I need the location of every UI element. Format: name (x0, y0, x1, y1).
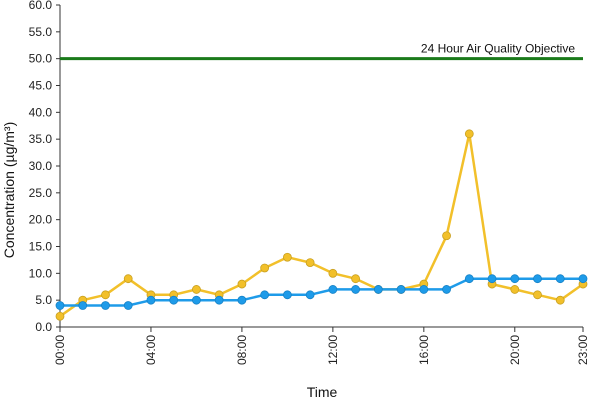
y-tick-label: 10.0 (29, 266, 53, 280)
y-tick-label: 5.0 (35, 293, 52, 307)
series-2-point (78, 301, 88, 310)
y-tick-label: 15.0 (29, 240, 53, 254)
series-1-point (464, 129, 474, 139)
series-2-point (260, 290, 270, 300)
y-tick-label: 55.0 (29, 25, 53, 39)
series-2-point (578, 274, 588, 284)
series-2-point (55, 301, 65, 310)
x-tick-label: 12:00 (326, 335, 340, 365)
x-tick-label: 23:00 (576, 335, 590, 365)
series-1-line (59, 132, 584, 318)
series-1-point (55, 311, 65, 321)
series-group (55, 129, 588, 321)
series-1-point (555, 295, 565, 305)
x-tick-label: 04:00 (144, 335, 158, 365)
objective-label: 24 Hour Air Quality Objective (421, 42, 575, 56)
x-tick-label: 16:00 (417, 335, 431, 365)
series-1-point (305, 258, 315, 268)
series-2-point (555, 274, 565, 284)
series-2-point (419, 285, 429, 294)
series-1-point (192, 285, 201, 294)
y-tick-label: 35.0 (29, 132, 53, 146)
series-2-point (305, 290, 315, 300)
series-2-point (192, 295, 201, 305)
series-1-point (101, 290, 110, 300)
series-2-point (237, 295, 247, 305)
series-2-point (351, 285, 361, 294)
reference-line-group: 24 Hour Air Quality Objective (60, 42, 583, 61)
y-tick-label: 45.0 (29, 79, 53, 93)
y-tick-label: 20.0 (29, 213, 53, 227)
y-tick-label: 40.0 (29, 105, 53, 119)
series-1-point (260, 263, 270, 273)
series-2-point (169, 295, 179, 305)
series-2-point (214, 295, 224, 305)
series-2-point (487, 274, 497, 284)
y-tick-label: 25.0 (29, 186, 53, 200)
series-1-point (533, 290, 542, 300)
series-2-point (146, 295, 156, 305)
series-2-point (328, 285, 338, 294)
x-tick-label: 00:00 (53, 335, 67, 365)
x-tick-label: 20:00 (508, 335, 522, 365)
series-2-point (510, 274, 520, 284)
series-1-point (237, 279, 247, 289)
y-axis-title: Concentration (µg/m³) (1, 122, 17, 258)
y-tick-label: 0.0 (35, 320, 52, 334)
x-axis: 00:00 04:00 08:00 12:00 16:00 20:00 23:00 (53, 326, 590, 365)
y-tick-label: 30.0 (29, 159, 53, 173)
series-2-point (123, 301, 133, 310)
y-tick-label: 50.0 (29, 52, 53, 66)
series-1-point (123, 274, 133, 284)
series-1-point (442, 231, 451, 241)
series-2-point (373, 285, 383, 294)
series-2-point (442, 285, 451, 294)
series-2-line (60, 277, 583, 307)
y-tick-label: 60.0 (29, 0, 53, 12)
series-1-point (282, 252, 292, 262)
series-2-point (101, 301, 110, 310)
series-2-point (464, 274, 474, 284)
series-2-point (533, 274, 542, 284)
series-2-point (282, 290, 292, 300)
series-1-point (510, 285, 520, 294)
y-axis: 0.0 5.0 10.0 15.0 20.0 25.0 30.0 35.0 40.0 45.0 50… (29, 0, 61, 334)
series-1-point (328, 268, 338, 278)
x-tick-label: 08:00 (235, 335, 249, 365)
x-axis-title: Time (307, 384, 338, 400)
series-1-point (351, 274, 361, 284)
series-2-point (396, 285, 406, 294)
